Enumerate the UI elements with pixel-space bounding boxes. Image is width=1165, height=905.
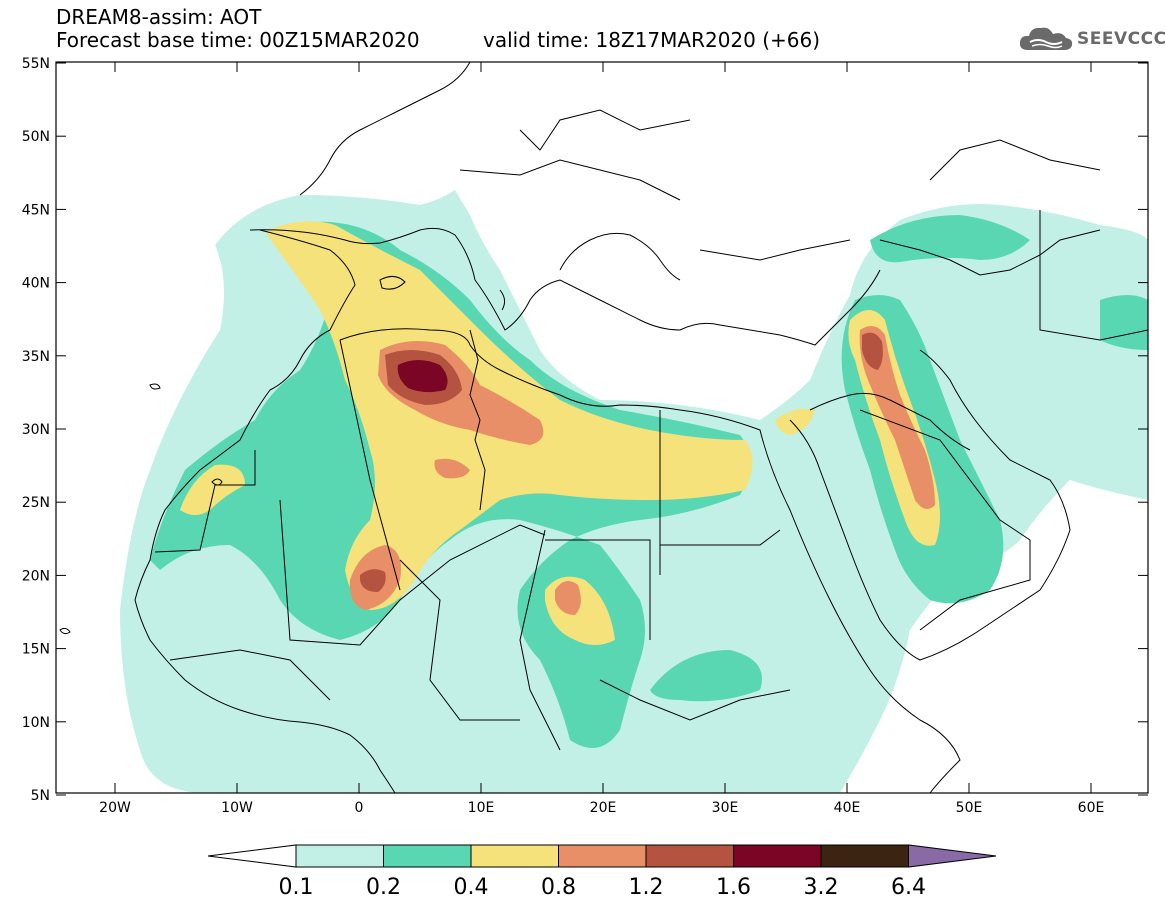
colorbar — [207, 844, 997, 868]
aot-field — [120, 190, 1148, 793]
plot-frame — [55, 61, 1149, 794]
colorbar-overflow-arrow — [908, 844, 997, 868]
lat-label: 30N — [22, 422, 50, 438]
longitude-ticks — [114, 62, 1092, 793]
colorbar-segment — [295, 844, 384, 868]
lon-label: 20W — [99, 800, 131, 816]
colorbar-tick-label: 0.4 — [454, 875, 489, 900]
lon-label: 10E — [468, 800, 495, 816]
colorbar-segment — [470, 844, 559, 868]
colorbar-tick-label: 0.1 — [279, 875, 314, 900]
longitude-labels: 20W 10W 0 10E 20E 30E 40E 50E 60E — [99, 800, 1104, 816]
cloud-icon — [1019, 27, 1073, 50]
colorbar-underflow-arrow — [207, 844, 297, 868]
colorbar-tick-label: 1.2 — [629, 875, 664, 900]
latitude-ticks — [56, 62, 1148, 796]
forecast-base-time: Forecast base time: 00Z15MAR2020 — [56, 28, 420, 52]
lat-label: 25N — [22, 495, 50, 511]
colorbar-segment — [820, 844, 909, 868]
colorbar-segment — [383, 844, 472, 868]
lat-label: 35N — [22, 349, 50, 365]
lat-label: 55N — [22, 56, 50, 72]
colorbar-tick-label: 0.8 — [541, 875, 576, 900]
seevccc-logo: SEEVCCC — [1018, 24, 1165, 54]
colorbar-segment — [558, 844, 647, 868]
lat-label: 15N — [22, 642, 50, 658]
colorbar-tick-label: 1.6 — [716, 875, 751, 900]
valid-time: valid time: 18Z17MAR2020 (+66) — [483, 28, 821, 52]
lat-label: 20N — [22, 568, 50, 584]
lat-label: 40N — [22, 276, 50, 292]
colorbar-segment — [733, 844, 822, 868]
colorbar-tick-label: 6.4 — [891, 875, 926, 900]
lon-label: 30E — [712, 800, 739, 816]
colorbar-tick-label: 0.2 — [366, 875, 401, 900]
lat-label: 10N — [22, 715, 50, 731]
colorbar-labels: 0.1 0.2 0.4 0.8 1.2 1.6 3.2 6.4 — [279, 875, 927, 900]
latitude-labels: 55N 50N 45N 40N 35N 30N 25N 20N 15N 10N 5N — [22, 56, 50, 804]
colorbar-segment — [645, 844, 734, 868]
lat-label: 45N — [22, 202, 50, 218]
lon-label: 60E — [1078, 800, 1105, 816]
logo-text: SEEVCCC — [1077, 29, 1165, 49]
aot-level-1.6 — [397, 360, 448, 393]
lon-label: 10W — [221, 800, 253, 816]
lon-label: 50E — [956, 800, 983, 816]
colorbar-tick-label: 3.2 — [804, 875, 839, 900]
coastlines-borders — [59, 62, 1148, 793]
map-title: DREAM8-assim: AOT — [56, 5, 262, 29]
lat-label: 5N — [31, 788, 50, 804]
lon-label: 0 — [355, 800, 364, 816]
lon-label: 20E — [590, 800, 617, 816]
lat-label: 50N — [22, 129, 50, 145]
lon-label: 40E — [834, 800, 861, 816]
